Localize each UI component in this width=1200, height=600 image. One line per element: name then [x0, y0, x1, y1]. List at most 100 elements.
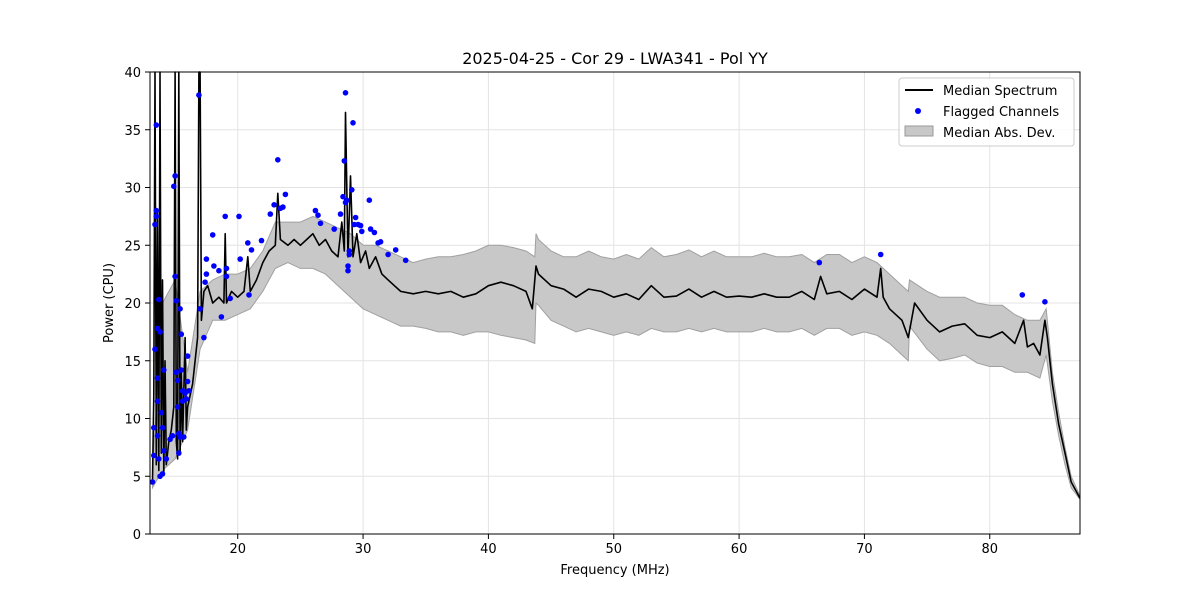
flagged-channel-point [156, 456, 162, 462]
flagged-channel-point [385, 251, 391, 258]
flagged-channel-point [366, 197, 373, 203]
y-tick-label: 10 [124, 413, 141, 428]
flagged-channel-point [367, 226, 374, 232]
flagged-channel-point [248, 247, 255, 253]
flagged-channel-point [153, 213, 160, 220]
flagged-channel-point [178, 367, 185, 373]
flagged-channel-point [177, 306, 183, 312]
flagged-channel-point [340, 193, 346, 200]
flagged-channel-point [178, 331, 185, 338]
flagged-channel-point [222, 213, 228, 220]
flagged-channel-point [341, 158, 348, 164]
flagged-channel-point [237, 256, 243, 262]
flagged-channel-point [184, 378, 191, 385]
flagged-channel-point [174, 377, 181, 384]
y-tick-label: 20 [124, 297, 141, 312]
x-tick-label: 50 [605, 542, 622, 557]
flagged-channel-point [203, 256, 210, 262]
flagged-channel-point [344, 197, 350, 203]
flagged-channel-point [157, 329, 163, 335]
flagged-channel-point [1042, 299, 1048, 305]
flagged-channel-point [345, 267, 351, 274]
legend: Median Spectrum Flagged Channels Median … [898, 77, 1075, 147]
flagged-channel-point [172, 173, 178, 179]
flagged-channel-point [176, 450, 182, 456]
x-tick-label: 30 [355, 542, 372, 557]
flagged-channel-point [181, 434, 187, 440]
flagged-channel-point [312, 207, 319, 214]
flagged-channel-point [171, 183, 177, 190]
flagged-channel-point [258, 237, 265, 244]
flagged-channel-point [154, 433, 161, 439]
flagged-channel-point [346, 248, 353, 254]
median-line-layer [151, 71, 1081, 499]
flagged-channel-point [352, 214, 359, 221]
flagged-channel-point [163, 456, 170, 462]
legend-mad-label: Median Abs. Dev. [943, 126, 1055, 141]
flagged-channel-point [331, 226, 338, 232]
flagged-channel-point [201, 334, 207, 341]
flagged-channel-point [246, 292, 252, 298]
flagged-channel-point [209, 232, 216, 238]
legend-box [898, 77, 1075, 147]
x-axis-label: Frequency (MHz) [560, 563, 669, 578]
flagged-channel-point [236, 213, 242, 220]
y-tick-label: 40 [124, 66, 141, 81]
y-tick-label: 5 [133, 470, 141, 485]
flagged-channel-point [223, 265, 230, 272]
flagged-channel-point [275, 157, 281, 163]
median-spectrum-line [151, 71, 1081, 499]
flagged-channel-point [877, 251, 884, 258]
flagged-channel-point [402, 257, 409, 264]
flagged-channel-point [152, 346, 158, 353]
flagged-channel-point [203, 271, 210, 277]
x-tick-label: 80 [981, 542, 998, 557]
flagged-channel-point [282, 191, 289, 198]
x-tick-label: 60 [731, 542, 748, 557]
flagged-channel-point [202, 279, 208, 286]
flagged-channel-point [154, 375, 161, 381]
flagged-channel-point [1019, 292, 1026, 298]
mad-band-layer [152, 215, 1081, 501]
flagged-channel-point [280, 204, 286, 210]
flagged-channel-point [357, 222, 364, 229]
y-tick-label: 25 [124, 239, 141, 254]
flagged-channel-point [174, 404, 181, 410]
flagged-channel-point [152, 221, 158, 228]
flagged-channel-point [816, 259, 823, 266]
flagged-channel-point [149, 479, 156, 485]
flagged-channel-point [156, 296, 162, 303]
flagged-channel-point [172, 273, 178, 280]
flagged-channel-point [342, 90, 349, 96]
flagged-channel-point [159, 424, 166, 431]
flagged-channel-point [197, 306, 203, 312]
flagged-channel-point [161, 367, 167, 373]
chart-title: 2025-04-25 - Cor 29 - LWA341 - Pol YY [462, 49, 768, 68]
flagged-channel-point [317, 220, 324, 227]
flagged-channel-point [315, 212, 321, 218]
ticks: 20 30 40 50 60 70 80 0 5 10 15 20 25 30 35 40 [124, 66, 998, 557]
flagged-channel-point [161, 448, 167, 454]
flagged-channel-point [173, 297, 180, 304]
flagged-channel-point [169, 433, 176, 439]
flagged-channel-point [377, 239, 384, 245]
flagged-channel-point [151, 452, 157, 459]
flagged-channel-point [216, 267, 222, 274]
flagged-channel-point [158, 409, 165, 416]
flagged-channel-point [223, 273, 230, 280]
flagged-channel-point [211, 263, 217, 269]
flagged-channel-point [245, 240, 251, 246]
legend-median-label: Median Spectrum [943, 84, 1057, 99]
flagged-channel-point [267, 211, 274, 217]
mad-band [152, 215, 1081, 501]
flagged-channel-point [153, 122, 160, 128]
flagged-channel-point [153, 207, 160, 214]
flagged-channel-point [154, 398, 161, 405]
flagged-channel-point [349, 187, 355, 193]
flagged-channel-point [183, 396, 190, 402]
x-tick-label: 20 [229, 542, 246, 557]
y-tick-label: 15 [124, 355, 141, 370]
flagged-channel-point [337, 211, 344, 217]
flagged-channel-point [350, 120, 356, 126]
